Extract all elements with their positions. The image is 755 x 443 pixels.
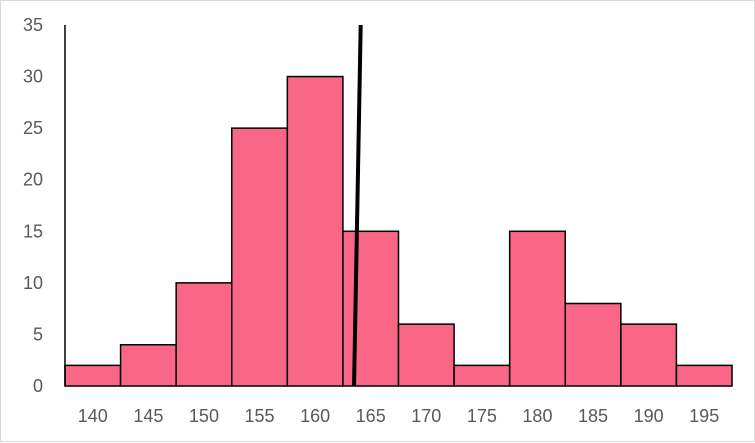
x-tick-label: 145 bbox=[133, 406, 163, 426]
y-tick-label: 30 bbox=[23, 67, 43, 87]
y-tick-label: 35 bbox=[23, 15, 43, 35]
bars-group bbox=[64, 75, 733, 387]
vertical-marker-line bbox=[352, 24, 363, 387]
x-tick-label: 165 bbox=[356, 406, 386, 426]
x-tick-label: 190 bbox=[634, 406, 664, 426]
bar-195 bbox=[675, 364, 733, 387]
x-tick-label: 195 bbox=[689, 406, 719, 426]
bar-165 bbox=[342, 230, 400, 387]
x-axis-ticks: 140 145 150 155 160 165 170 175 180 185 190 195 bbox=[78, 406, 719, 426]
bar-175 bbox=[453, 364, 511, 387]
x-tick-label: 180 bbox=[522, 406, 552, 426]
x-tick-label: 160 bbox=[300, 406, 330, 426]
y-tick-label: 15 bbox=[23, 221, 43, 241]
bar-190 bbox=[620, 323, 678, 387]
y-tick-label: 0 bbox=[33, 376, 43, 396]
bar-150 bbox=[175, 282, 233, 387]
bar-145 bbox=[119, 343, 177, 387]
bar-170 bbox=[397, 323, 455, 387]
y-tick-label: 5 bbox=[33, 324, 43, 344]
x-tick-label: 185 bbox=[578, 406, 608, 426]
bar-160 bbox=[286, 75, 344, 387]
x-tick-label: 175 bbox=[467, 406, 497, 426]
y-tick-label: 25 bbox=[23, 118, 43, 138]
bar-185 bbox=[564, 302, 622, 387]
x-tick-label: 140 bbox=[78, 406, 108, 426]
y-tick-label: 10 bbox=[23, 273, 43, 293]
bar-180 bbox=[508, 230, 566, 387]
x-tick-label: 150 bbox=[189, 406, 219, 426]
bar-140 bbox=[64, 364, 122, 387]
bar-155 bbox=[231, 127, 289, 387]
x-tick-label: 170 bbox=[411, 406, 441, 426]
x-tick-label: 155 bbox=[245, 406, 275, 426]
y-tick-label: 20 bbox=[23, 170, 43, 190]
y-axis-ticks: 0 5 10 15 20 25 30 35 bbox=[23, 15, 43, 396]
